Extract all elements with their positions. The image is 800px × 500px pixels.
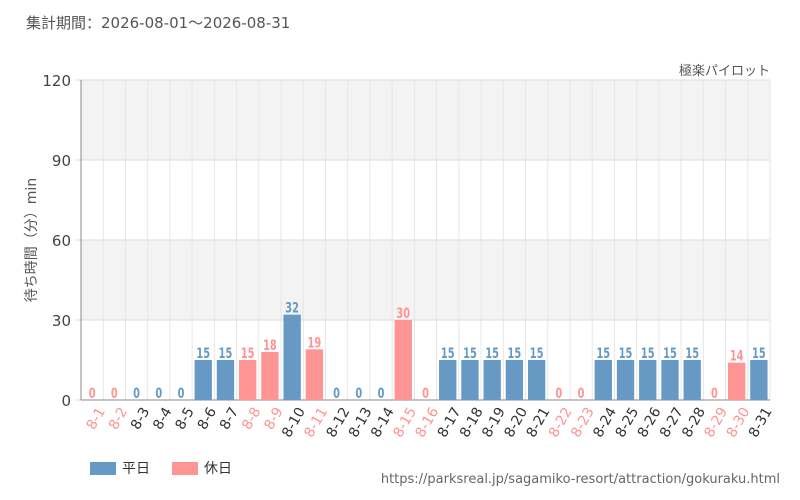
data-label: 15 (508, 345, 522, 362)
data-label: 0 (355, 385, 362, 402)
data-label: 15 (619, 345, 633, 362)
bar (594, 360, 612, 400)
y-tick-label: 60 (52, 232, 71, 250)
bar (194, 360, 212, 400)
data-label: 0 (155, 385, 162, 402)
legend-weekday: 平日 (90, 458, 150, 478)
data-label: 15 (485, 345, 499, 362)
bar (239, 360, 257, 400)
data-label: 0 (578, 385, 585, 402)
y-tick-label: 0 (61, 392, 71, 410)
attraction-name: 極楽パイロット (678, 64, 770, 79)
grid-band (81, 80, 770, 160)
bar (616, 360, 635, 400)
bar (727, 362, 746, 400)
data-label: 15 (441, 345, 455, 362)
data-label: 0 (133, 385, 140, 402)
bar (439, 360, 457, 400)
data-label: 0 (555, 385, 562, 402)
legend-label-holiday: 休日 (204, 461, 232, 477)
data-label: 0 (333, 385, 340, 402)
bar (483, 360, 501, 400)
data-label: 0 (422, 385, 429, 402)
data-label: 0 (178, 385, 185, 402)
period-text: 集計期間：2026-08-01～2026-08-31 (26, 14, 291, 32)
x-tick-label: 8-8 (239, 405, 264, 433)
legend: 平日 休日 (90, 458, 232, 478)
data-label: 0 (111, 385, 118, 402)
bar (461, 360, 479, 400)
y-axis-label: 待ち時間（分）min (24, 178, 40, 302)
x-tick-label: 8-2 (106, 405, 131, 433)
data-label: 15 (530, 345, 544, 362)
data-label: 30 (396, 305, 410, 322)
data-label: 15 (463, 345, 477, 362)
bar (661, 360, 679, 400)
data-label: 0 (89, 385, 96, 402)
data-label: 15 (752, 345, 766, 362)
x-tick-label: 8-31 (746, 405, 776, 441)
bar (283, 314, 301, 400)
bar (527, 360, 546, 400)
y-tick-label: 90 (52, 152, 71, 170)
x-tick-label: 8-7 (217, 405, 242, 433)
x-tick-label: 8-5 (172, 405, 197, 433)
legend-swatch-holiday (172, 461, 198, 475)
x-tick-label: 8-1 (84, 405, 109, 433)
grid-band (81, 160, 770, 240)
data-label: 0 (711, 385, 718, 402)
bar (683, 360, 701, 400)
data-label: 15 (196, 345, 210, 362)
bar (505, 360, 524, 400)
y-tick-label: 30 (52, 312, 71, 330)
x-tick-label: 8-4 (150, 405, 175, 433)
y-tick-label: 120 (42, 72, 71, 90)
data-label: 32 (285, 299, 299, 316)
legend-swatch-weekday (90, 461, 116, 475)
bar (305, 349, 324, 400)
data-label: 15 (641, 345, 655, 362)
bar (639, 360, 657, 400)
data-label: 15 (596, 345, 610, 362)
bar (216, 360, 235, 400)
bar (750, 360, 768, 400)
x-tick-label: 8-3 (128, 405, 153, 433)
data-label: 15 (241, 345, 255, 362)
data-label: 15 (663, 345, 677, 362)
grid-band (81, 240, 770, 320)
legend-holiday: 休日 (172, 458, 232, 478)
data-label: 15 (685, 345, 699, 362)
data-label: 0 (378, 385, 385, 402)
source-url: https://parksreal.jp/sagamiko-resort/att… (380, 472, 780, 487)
x-tick-label: 8-6 (195, 405, 220, 433)
bar (261, 352, 279, 400)
data-label: 15 (219, 345, 233, 362)
data-label: 19 (308, 334, 322, 351)
data-label: 18 (263, 337, 277, 354)
data-label: 14 (730, 347, 744, 364)
legend-label-weekday: 平日 (122, 461, 150, 477)
bar (394, 320, 412, 400)
